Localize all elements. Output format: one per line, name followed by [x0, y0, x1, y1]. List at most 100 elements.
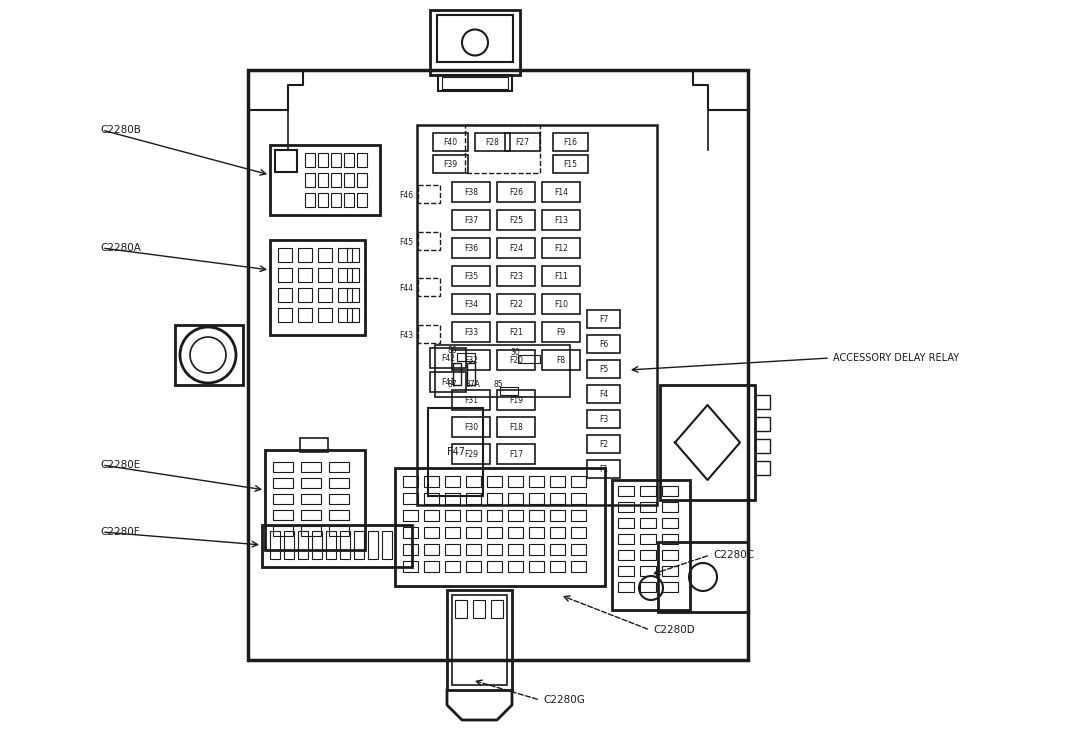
Bar: [488, 561, 502, 572]
Bar: [273, 510, 293, 520]
Bar: [587, 310, 620, 328]
Text: F45: F45: [399, 238, 413, 246]
Bar: [341, 531, 350, 559]
Bar: [571, 561, 586, 572]
Bar: [497, 238, 535, 258]
Bar: [542, 238, 580, 258]
Text: F27: F27: [516, 138, 530, 147]
Bar: [318, 308, 332, 322]
Bar: [298, 288, 312, 302]
Bar: [662, 502, 678, 512]
Bar: [430, 372, 466, 392]
Bar: [353, 531, 364, 559]
Text: F8: F8: [557, 356, 565, 364]
Bar: [403, 476, 418, 487]
Bar: [428, 408, 483, 496]
Bar: [433, 155, 468, 173]
Bar: [338, 308, 352, 322]
Bar: [424, 476, 439, 487]
Bar: [275, 150, 297, 172]
Bar: [508, 527, 523, 538]
Text: F42: F42: [441, 354, 455, 362]
Bar: [445, 493, 461, 504]
Bar: [508, 510, 523, 521]
Bar: [542, 294, 580, 314]
Bar: [662, 534, 678, 544]
Text: C2280D: C2280D: [653, 625, 695, 635]
Bar: [640, 502, 656, 512]
Bar: [418, 325, 440, 343]
Text: 30: 30: [510, 348, 520, 357]
Bar: [318, 153, 328, 167]
Text: F2: F2: [599, 440, 608, 448]
Bar: [445, 561, 461, 572]
Bar: [529, 544, 544, 555]
Bar: [344, 193, 353, 207]
Bar: [466, 476, 481, 487]
Bar: [273, 478, 293, 488]
Text: F24: F24: [509, 243, 523, 252]
Bar: [438, 75, 512, 91]
Bar: [278, 268, 292, 282]
Bar: [455, 600, 467, 618]
Text: C2280A: C2280A: [101, 243, 141, 253]
Text: F23: F23: [509, 271, 523, 281]
Bar: [305, 173, 315, 187]
Bar: [424, 561, 439, 572]
Text: F11: F11: [555, 271, 568, 281]
Bar: [640, 518, 656, 528]
Bar: [338, 248, 352, 262]
Bar: [662, 582, 678, 592]
Bar: [587, 410, 620, 428]
Text: C2280B: C2280B: [101, 125, 141, 135]
Bar: [418, 185, 440, 203]
Text: F47: F47: [446, 447, 465, 457]
Text: C2280F: C2280F: [101, 527, 139, 537]
Bar: [452, 266, 490, 286]
Bar: [445, 527, 461, 538]
Bar: [452, 182, 490, 202]
Bar: [508, 493, 523, 504]
Bar: [658, 542, 748, 612]
Bar: [452, 595, 507, 685]
Text: F43: F43: [399, 330, 413, 340]
Bar: [424, 510, 439, 521]
Bar: [755, 461, 770, 475]
Bar: [403, 527, 418, 538]
Bar: [270, 240, 365, 335]
Bar: [501, 387, 518, 395]
Bar: [612, 480, 690, 610]
Bar: [452, 210, 490, 230]
Bar: [452, 444, 490, 464]
Text: F30: F30: [464, 423, 478, 432]
Text: F18: F18: [509, 423, 523, 432]
Bar: [329, 526, 349, 536]
Text: F13: F13: [553, 216, 568, 225]
Bar: [301, 526, 321, 536]
Bar: [248, 70, 748, 660]
Bar: [542, 266, 580, 286]
Text: F44: F44: [399, 284, 413, 292]
Text: F19: F19: [509, 396, 523, 405]
Bar: [475, 133, 510, 151]
Text: C2280C: C2280C: [713, 550, 755, 560]
Text: F21: F21: [509, 327, 523, 337]
Bar: [640, 486, 656, 496]
Bar: [418, 278, 440, 296]
Bar: [452, 294, 490, 314]
Bar: [331, 193, 341, 207]
Bar: [550, 493, 565, 504]
Text: F39: F39: [443, 160, 457, 168]
Text: F16: F16: [563, 138, 577, 147]
Bar: [305, 153, 315, 167]
Text: F3: F3: [599, 415, 609, 424]
Bar: [640, 534, 656, 544]
Text: C2280G: C2280G: [543, 695, 585, 705]
Text: F1: F1: [599, 464, 608, 474]
Bar: [508, 476, 523, 487]
Bar: [262, 525, 412, 567]
Bar: [457, 353, 475, 361]
Text: C2280E: C2280E: [101, 460, 141, 470]
Bar: [318, 268, 332, 282]
Bar: [329, 478, 349, 488]
